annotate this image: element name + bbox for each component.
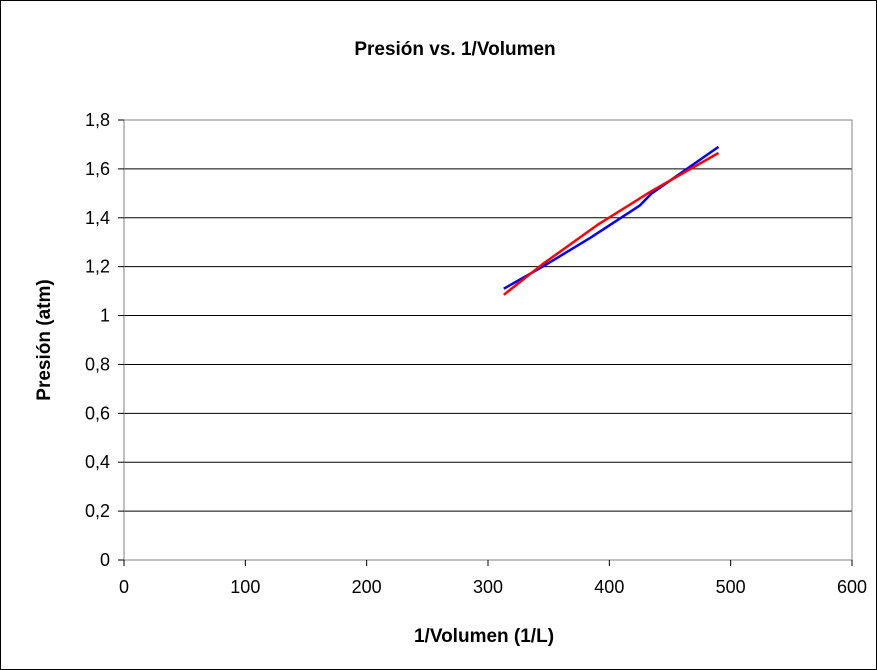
chart-title: Presión vs. 1/Volumen — [354, 39, 555, 60]
y-tick-label: 1,8 — [85, 110, 110, 130]
y-tick-label: 0,8 — [85, 354, 110, 374]
x-tick-label: 100 — [230, 577, 260, 597]
gridlines — [124, 119, 852, 512]
y-tick-label: 0 — [100, 550, 110, 570]
x-tick-label: 500 — [716, 577, 746, 597]
plot-area — [123, 119, 853, 561]
x-tick-label: 600 — [837, 577, 867, 597]
y-tick-label: 0,4 — [85, 452, 110, 472]
y-tick-label: 0,2 — [85, 501, 110, 521]
x-tick-label: 300 — [473, 577, 503, 597]
y-tick-label: 1,4 — [85, 208, 110, 228]
x-axis-ticks: 0 100 200 300 400 500 600 — [119, 560, 867, 597]
y-axis-ticks: 0 0,2 0,4 0,6 0,8 1 1,2 1,4 1,6 1,8 — [85, 110, 124, 570]
y-axis-title: Presión (atm) — [34, 279, 55, 400]
x-tick-label: 400 — [594, 577, 624, 597]
y-tick-label: 1,2 — [85, 257, 110, 277]
y-tick-label: 0,6 — [85, 403, 110, 423]
y-tick-label: 1 — [100, 306, 110, 326]
series-line-2 — [503, 151, 720, 296]
x-tick-label: 200 — [352, 577, 382, 597]
x-axis-title: 1/Volumen (1/L) — [414, 626, 554, 647]
series-lines — [503, 145, 720, 296]
y-tick-label: 1,6 — [85, 159, 110, 179]
x-tick-label: 0 — [119, 577, 129, 597]
